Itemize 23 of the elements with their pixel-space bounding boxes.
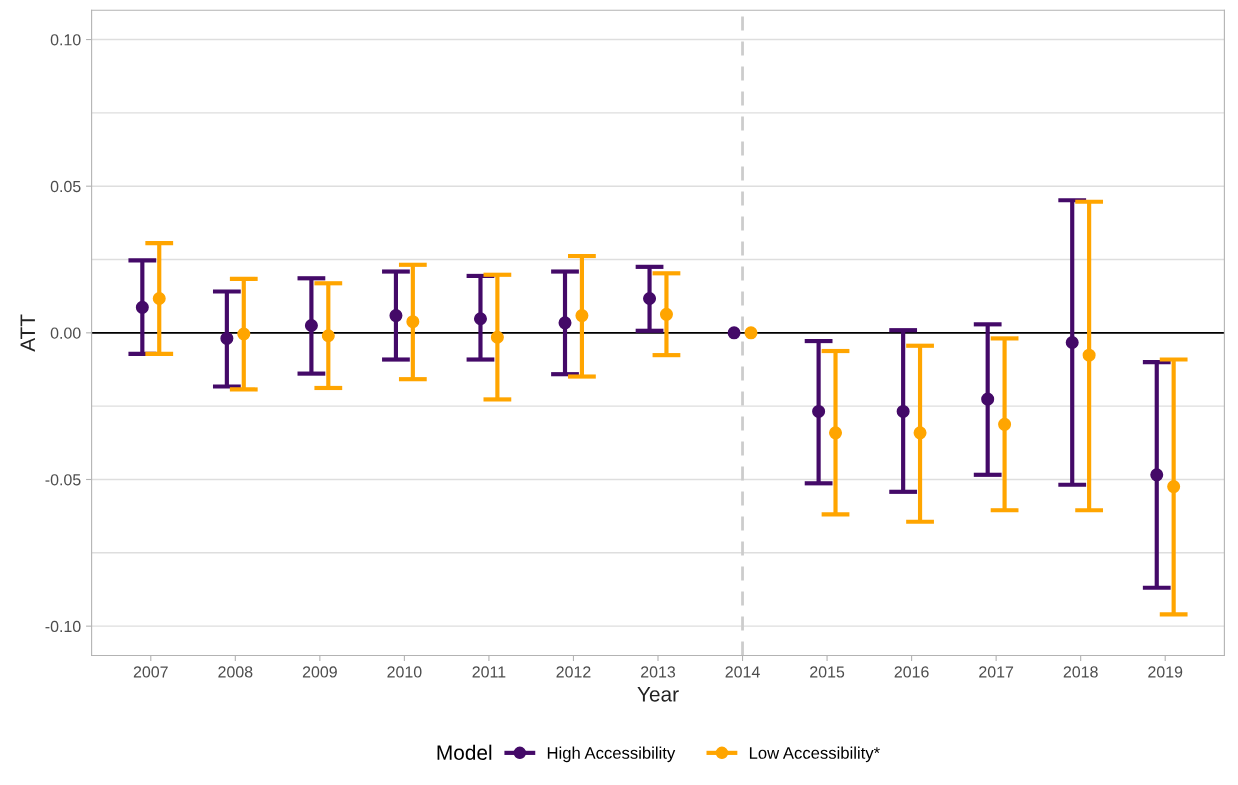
x-tick-label: 2008 <box>218 666 253 678</box>
x-tick-label: 2017 <box>979 666 1014 678</box>
x-axis-title: Year <box>637 687 679 702</box>
x-tick-label: 2018 <box>1063 666 1098 678</box>
y-tick-label: 0.05 <box>50 180 81 193</box>
legend-title: Model <box>437 744 492 760</box>
y-tick-label: -0.05 <box>45 474 81 486</box>
x-tick-label: 2012 <box>556 666 591 678</box>
x-tick-label: 2019 <box>1148 666 1183 678</box>
x-tick-label: 2009 <box>302 666 337 678</box>
y-tick-label: 0.00 <box>50 327 81 339</box>
x-tick-label: 2013 <box>641 666 676 678</box>
x-tick-label: 2011 <box>472 666 506 678</box>
legend-label: Low Accessibility* <box>749 746 880 763</box>
x-tick-label: 2010 <box>387 666 422 678</box>
y-axis-title: ATT <box>20 314 35 352</box>
x-tick-label: 2015 <box>810 666 845 678</box>
y-tick-label: -0.10 <box>45 620 81 633</box>
x-tick-label: 2014 <box>725 666 760 678</box>
y-tick-label: 0.10 <box>50 34 81 46</box>
x-tick-label: 2007 <box>133 666 168 678</box>
legend-label: High Accessibility <box>547 746 676 763</box>
x-tick-label: 2016 <box>894 666 929 678</box>
